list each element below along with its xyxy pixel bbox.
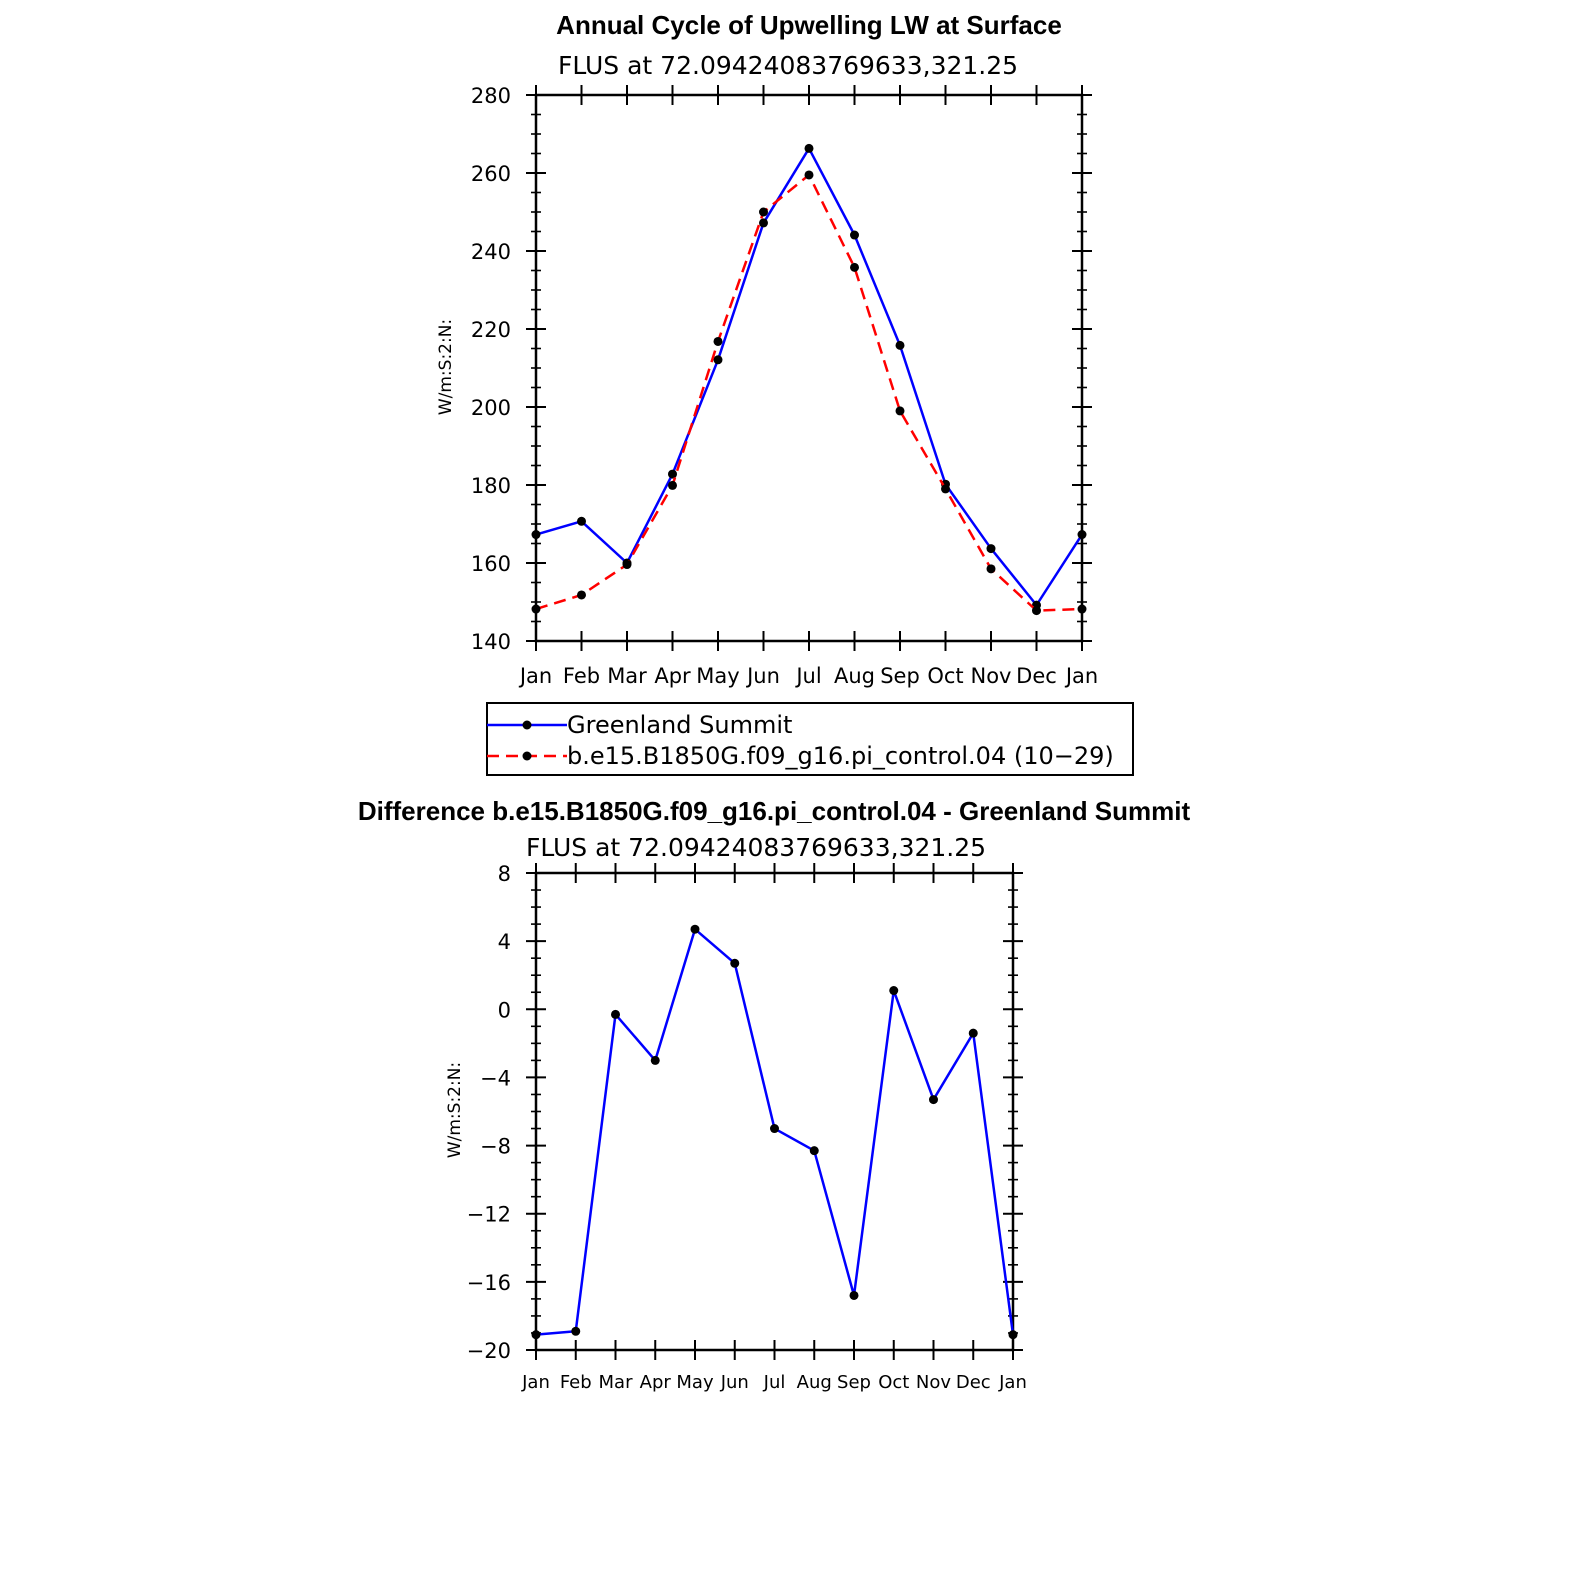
legend-marker-model <box>522 751 532 761</box>
data-point <box>1077 604 1087 614</box>
x-tick-label: Sep <box>880 664 920 688</box>
data-point <box>804 170 814 180</box>
x-tick-label: Mar <box>599 1372 634 1393</box>
data-point <box>713 336 723 346</box>
data-point <box>713 355 723 365</box>
data-point <box>986 544 996 554</box>
x-tick-label: Apr <box>640 1372 672 1393</box>
data-point <box>759 218 768 228</box>
data-point <box>531 604 541 614</box>
data-point <box>622 560 632 570</box>
difference-chart-subtitle: FLUS at 72.09424083769633,321.25 <box>526 833 986 862</box>
x-tick-label: Oct <box>927 664 963 688</box>
x-tick-label: May <box>676 1372 714 1393</box>
data-point <box>850 230 859 240</box>
data-point <box>804 143 814 153</box>
y-tick-label: 140 <box>471 630 511 654</box>
data-point <box>770 1124 779 1134</box>
data-point <box>968 1028 978 1038</box>
chart-title: Annual Cycle of Upwelling LW at Surface <box>556 10 1062 40</box>
x-tick-label: Jun <box>745 664 780 688</box>
data-point <box>577 516 586 526</box>
data-point <box>849 1290 859 1300</box>
legend: Greenland Summit b.e15.B1850G.f09_g16.pi… <box>486 702 1134 776</box>
x-tick-label: Jun <box>720 1372 749 1393</box>
y-tick-label: −12 <box>467 1203 511 1227</box>
data-point <box>759 207 768 217</box>
difference-y-axis-label: W/m:S:2:N: <box>445 1062 465 1158</box>
legend-marker-greenland-summit <box>522 720 532 730</box>
series-line-0 <box>535 147 1084 607</box>
plot-frame <box>534 871 1015 1352</box>
x-tick-label: Dec <box>1016 664 1057 688</box>
data-point <box>1077 530 1087 540</box>
data-point <box>809 1146 819 1156</box>
x-tick-label: Jan <box>521 1372 550 1393</box>
x-tick-label: Jul <box>763 1372 786 1393</box>
difference-chart: Difference b.e15.B1850G.f09_g16.pi_contr… <box>358 796 1191 1393</box>
difference-chart-title: Difference b.e15.B1850G.f09_g16.pi_contr… <box>358 796 1191 826</box>
x-tick-label: Jan <box>1064 664 1098 688</box>
legend-box <box>486 702 1134 776</box>
x-tick-label: Aug <box>834 664 875 688</box>
data-point <box>929 1095 938 1105</box>
data-point <box>571 1326 581 1336</box>
data-point <box>730 958 740 968</box>
series-line-1 <box>535 173 1083 612</box>
data-point <box>650 1055 660 1065</box>
x-tick-label: Nov <box>916 1372 951 1393</box>
data-point <box>941 484 950 494</box>
y-tick-label: −8 <box>480 1135 511 1159</box>
y-tick-label: 180 <box>471 474 511 498</box>
data-point <box>668 480 677 490</box>
x-tick-label: Nov <box>971 664 1012 688</box>
x-tick-label: Aug <box>797 1372 832 1393</box>
y-tick-label: 0 <box>498 998 511 1022</box>
x-tick-label: Oct <box>878 1372 909 1393</box>
y-tick-label: 160 <box>471 552 511 576</box>
legend-label-greenland-summit: Greenland Summit <box>567 711 792 739</box>
x-tick-label: May <box>696 664 739 688</box>
x-tick-label: Mar <box>607 664 647 688</box>
legend-label-model: b.e15.B1850G.f09_g16.pi_control.04 (10−2… <box>567 742 1114 770</box>
x-tick-label: Jan <box>998 1372 1027 1393</box>
y-tick-label: 280 <box>471 84 511 108</box>
x-tick-label: Feb <box>560 1372 592 1393</box>
data-point <box>850 262 859 272</box>
x-tick-label: Feb <box>563 664 600 688</box>
data-point <box>889 986 899 996</box>
data-point <box>1008 1330 1018 1340</box>
y-tick-label: 260 <box>471 162 511 186</box>
y-axis-label: W/m:S:2:N: <box>436 319 456 415</box>
x-tick-label: Jul <box>794 664 821 688</box>
x-tick-label: Dec <box>956 1372 991 1393</box>
data-point <box>531 530 541 540</box>
data-point <box>895 340 905 350</box>
annual-cycle-chart: Annual Cycle of Upwelling LW at Surface … <box>436 10 1134 776</box>
data-point <box>611 1009 620 1019</box>
y-tick-label: −16 <box>467 1271 511 1295</box>
y-tick-label: −20 <box>467 1339 511 1363</box>
y-tick-label: −4 <box>480 1066 511 1090</box>
x-tick-label: Jan <box>518 664 552 688</box>
data-point <box>668 469 677 479</box>
y-tick-label: 4 <box>498 930 511 954</box>
x-tick-label: Sep <box>837 1372 871 1393</box>
y-tick-label: 240 <box>471 240 511 264</box>
x-tick-label: Apr <box>654 664 691 688</box>
data-point <box>690 924 700 934</box>
data-point <box>986 564 996 574</box>
y-tick-label: 200 <box>471 396 511 420</box>
chart-subtitle: FLUS at 72.09424083769633,321.25 <box>558 51 1018 80</box>
y-tick-label: 220 <box>471 318 511 342</box>
data-point <box>531 1330 541 1340</box>
y-tick-label: 8 <box>498 862 511 886</box>
data-point <box>895 406 905 416</box>
data-point <box>1032 606 1041 616</box>
data-point <box>577 590 586 600</box>
